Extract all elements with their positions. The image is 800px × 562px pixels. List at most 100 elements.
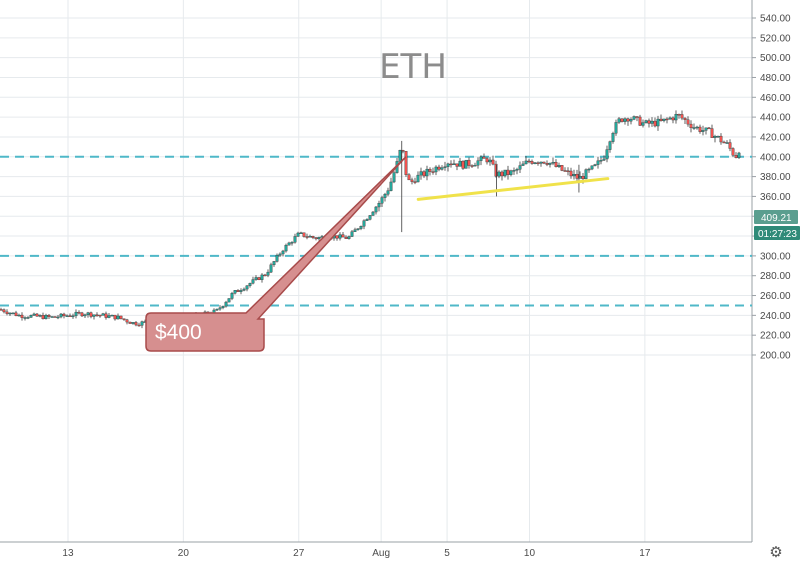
y-tick-label: 380.00: [760, 172, 791, 183]
trendline[interactable]: [416, 177, 610, 201]
candle: [140, 320, 144, 329]
y-tick-label: 500.00: [760, 53, 791, 64]
y-tick-label: 220.00: [760, 331, 791, 342]
candle-body: [551, 162, 555, 164]
candle: [278, 252, 282, 258]
candle-body: [224, 301, 228, 307]
candle-body: [587, 168, 591, 171]
candle: [416, 171, 420, 183]
candle: [503, 169, 507, 178]
candle-body: [401, 150, 405, 152]
candle: [29, 314, 33, 318]
candle: [572, 169, 576, 180]
candle: [737, 151, 741, 159]
candle-body: [659, 118, 663, 121]
candle-body: [539, 161, 543, 164]
candle-body: [506, 169, 510, 175]
candle: [53, 316, 57, 318]
candle-body: [83, 314, 87, 317]
candle-body: [257, 277, 261, 280]
candle-body: [47, 314, 51, 317]
candle: [590, 165, 594, 171]
candle-body: [566, 170, 570, 172]
candle-body: [707, 127, 711, 130]
candle-body: [569, 170, 573, 177]
candle: [11, 312, 15, 315]
candle: [401, 149, 405, 154]
y-tick-label: 200.00: [760, 351, 791, 362]
candle: [719, 133, 723, 145]
candle: [599, 157, 603, 165]
candle-body: [725, 142, 729, 144]
candle: [386, 187, 390, 197]
candle: [575, 169, 579, 183]
candle: [410, 177, 414, 185]
x-tick-label: 20: [178, 548, 190, 559]
x-tick-label: 5: [444, 548, 450, 559]
candle-body: [80, 312, 84, 317]
candle-body: [701, 130, 705, 132]
candle-body: [635, 116, 639, 118]
candle-body: [371, 211, 375, 216]
candle-body: [641, 122, 645, 126]
candle-body: [92, 314, 96, 317]
candle: [236, 289, 240, 292]
callout-text: $400: [155, 321, 202, 344]
candle: [695, 125, 699, 130]
candle: [77, 310, 81, 315]
candle-body: [107, 315, 111, 318]
candle: [32, 312, 36, 316]
candle-body: [623, 118, 627, 122]
candle-body: [557, 165, 561, 167]
candle: [602, 155, 606, 161]
trendline-stroke[interactable]: [416, 177, 610, 201]
candle: [413, 177, 417, 185]
candle-body: [263, 274, 267, 277]
candle: [317, 236, 321, 241]
candle-body: [269, 264, 273, 273]
candle-body: [434, 166, 438, 173]
candle-body: [716, 135, 720, 138]
candle-body: [29, 315, 33, 318]
candle-body: [494, 163, 498, 177]
candle: [113, 314, 117, 321]
candle-body: [131, 322, 135, 324]
candle: [80, 311, 84, 317]
candle-body: [32, 313, 36, 316]
horizontal-levels[interactable]: [0, 155, 752, 307]
candle: [497, 170, 501, 179]
candle-body: [662, 118, 666, 121]
candle-body: [71, 315, 75, 318]
candle: [86, 311, 90, 318]
candle: [734, 152, 738, 159]
candle-body: [527, 160, 531, 163]
candle-body: [524, 160, 528, 165]
candle: [527, 158, 531, 164]
candle: [389, 177, 393, 192]
y-tick-label: 300.00: [760, 251, 791, 262]
candle: [464, 159, 468, 169]
gear-icon[interactable]: ⚙: [769, 543, 782, 561]
candle-body: [695, 126, 699, 129]
candle: [635, 116, 639, 122]
candle: [677, 113, 681, 119]
candle-body: [458, 160, 462, 167]
last-price-value: 409.21: [761, 213, 792, 224]
candle: [482, 153, 486, 159]
candle-body: [374, 206, 378, 213]
y-tick-label: 400.00: [760, 152, 791, 163]
candle-body: [470, 165, 474, 167]
candle-body: [74, 311, 78, 317]
candle-body: [530, 161, 534, 164]
candle-body: [491, 159, 495, 165]
candle-body: [113, 314, 117, 320]
candle-body: [683, 117, 687, 120]
candle-body: [722, 141, 726, 144]
candle: [623, 117, 627, 125]
candle: [290, 241, 294, 246]
price-callout[interactable]: $400: [145, 156, 407, 352]
candle-body: [299, 232, 303, 234]
countdown-badge: [754, 226, 800, 240]
candle: [707, 126, 711, 130]
